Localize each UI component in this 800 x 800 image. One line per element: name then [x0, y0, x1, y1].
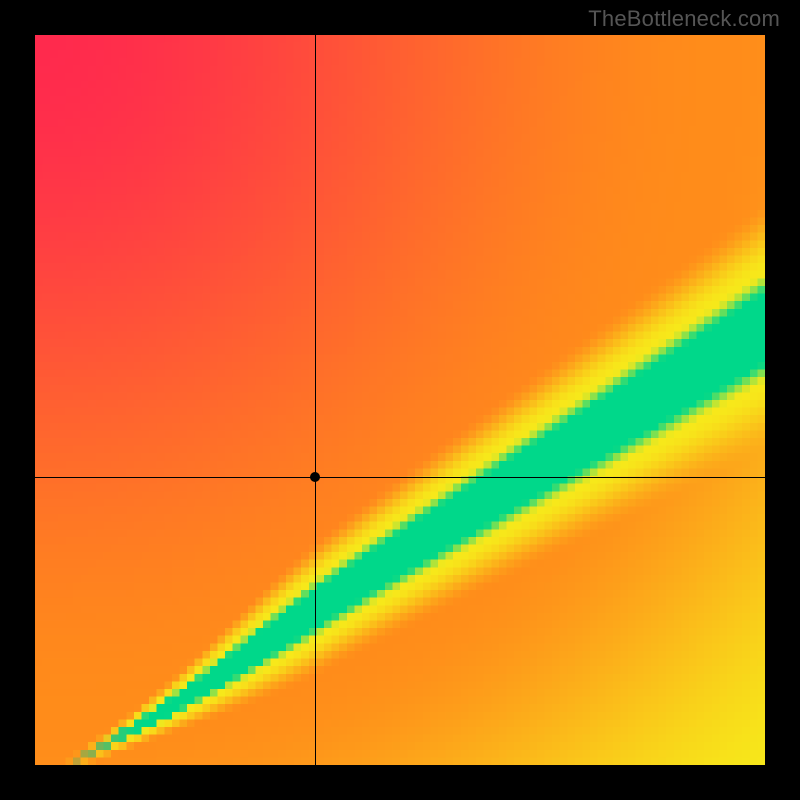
chart-container: TheBottleneck.com: [0, 0, 800, 800]
heatmap-plot: [35, 35, 765, 765]
watermark-text: TheBottleneck.com: [588, 6, 780, 32]
heatmap-canvas: [35, 35, 765, 765]
